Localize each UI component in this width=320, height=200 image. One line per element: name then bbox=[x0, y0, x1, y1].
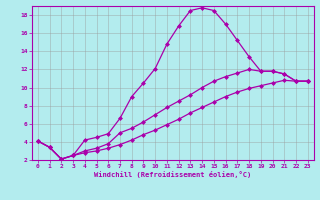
X-axis label: Windchill (Refroidissement éolien,°C): Windchill (Refroidissement éolien,°C) bbox=[94, 171, 252, 178]
